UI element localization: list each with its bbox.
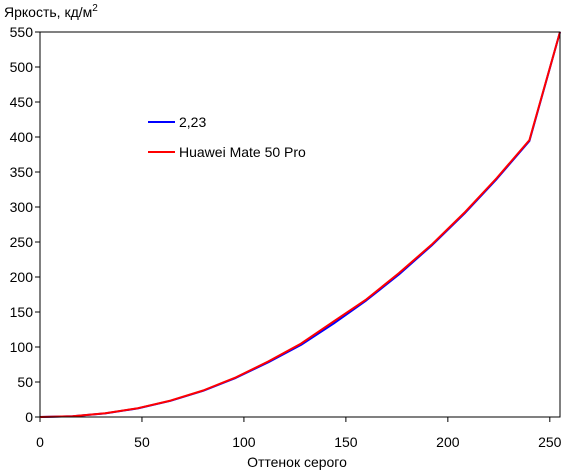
x-axis-title: Оттенок серого	[247, 454, 347, 470]
y-tick-label: 400	[10, 129, 34, 145]
y-tick-label: 450	[10, 94, 34, 110]
x-tick-label: 100	[232, 434, 256, 450]
y-axis-title: Яркость, кд/м2	[4, 3, 98, 20]
y-tick-label: 200	[10, 269, 34, 285]
series-line-1	[39, 31, 561, 418]
x-tick-label: 200	[436, 434, 460, 450]
y-tick-label: 0	[25, 409, 33, 425]
y-tick-label: 100	[10, 339, 34, 355]
y-axis-title-superscript: 2	[92, 3, 98, 14]
series-line-2	[39, 31, 561, 418]
legend: 2,23 Huawei Mate 50 Pro	[148, 114, 306, 160]
legend-label-series-2: Huawei Mate 50 Pro	[179, 144, 306, 160]
x-axis-ticks: 0 50 100 150 200 250	[36, 417, 562, 450]
x-tick-label: 150	[334, 434, 358, 450]
y-tick-label: 150	[10, 304, 34, 320]
y-axis-ticks: 0 50 100 150 200 250 300 350 400 450 500 550	[10, 24, 40, 425]
series-layer	[39, 31, 561, 418]
plot-frame	[39, 31, 561, 418]
x-tick-label: 50	[134, 434, 150, 450]
x-tick-label: 250	[538, 434, 562, 450]
legend-label-series-1: 2,23	[179, 114, 206, 130]
y-axis-title-text: Яркость, кд/м	[4, 4, 92, 20]
y-tick-label: 500	[10, 59, 34, 75]
y-tick-label: 250	[10, 234, 34, 250]
y-tick-label: 350	[10, 164, 34, 180]
x-tick-label: 0	[36, 434, 44, 450]
y-tick-label: 300	[10, 199, 34, 215]
y-tick-label: 50	[17, 374, 33, 390]
y-tick-label: 550	[10, 24, 34, 40]
